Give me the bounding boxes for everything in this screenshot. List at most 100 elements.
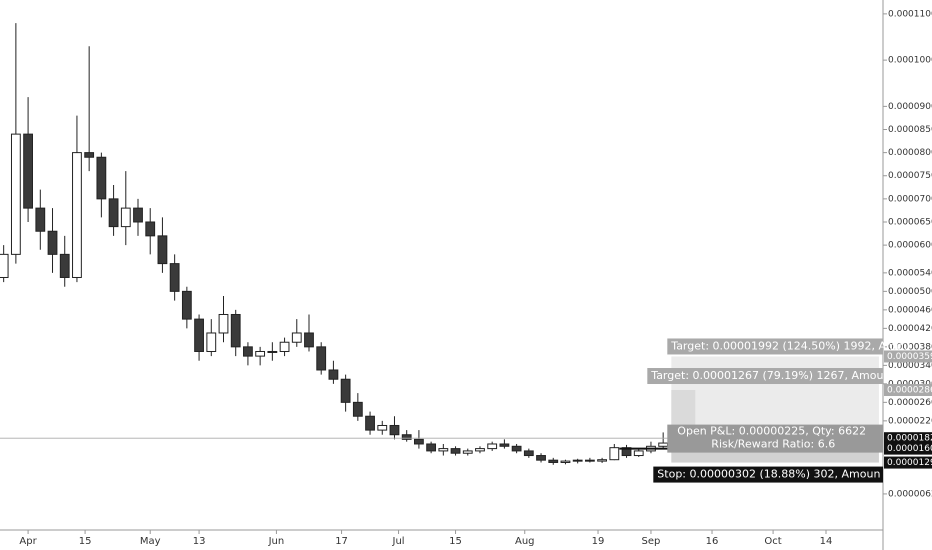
- candle-body: [157, 235, 168, 265]
- x-tick-label: 14: [820, 536, 833, 547]
- candle-body: [475, 448, 485, 452]
- y-tick-label: 0.00010000: [888, 56, 932, 66]
- candle-body: [279, 341, 290, 352]
- y-tick-label: 0.00011000: [888, 9, 932, 19]
- x-tick-label: 15: [449, 536, 462, 547]
- candle-body: [218, 313, 229, 334]
- candle-body: [450, 448, 461, 454]
- candle-body: [120, 207, 131, 228]
- candle-body: [108, 198, 119, 228]
- y-tick-label: 0.00002200: [888, 416, 932, 426]
- price-marker: [884, 442, 932, 455]
- candle-body: [23, 133, 33, 209]
- y-tick-label: 0.00007000: [888, 194, 932, 204]
- candle-body: [414, 438, 424, 445]
- price-marker-label: 0.00001825: [887, 434, 932, 444]
- candle-body: [572, 459, 583, 462]
- price-marker-label: 0.00001600: [887, 444, 932, 454]
- x-tick-label: Apr: [19, 536, 37, 547]
- price-marker-label: 0.00003592: [887, 352, 932, 362]
- y-tick-label: 0.00002600: [888, 398, 932, 408]
- candle-body: [72, 152, 82, 278]
- candle-body: [291, 332, 302, 343]
- y-tick-label: 0.00000620: [888, 489, 932, 499]
- candle-body: [133, 207, 143, 223]
- candle-body: [487, 443, 498, 450]
- candle-body: [523, 450, 534, 457]
- candle-body: [206, 332, 217, 352]
- candle-body: [426, 443, 437, 452]
- candle-body: [462, 450, 473, 454]
- candle-body: [438, 448, 449, 452]
- stop-label-box: [653, 466, 883, 483]
- y-tick-label: 0.00008500: [888, 125, 932, 135]
- candle-body: [340, 378, 351, 403]
- candle-body: [499, 443, 510, 447]
- price-marker: [884, 456, 932, 469]
- candle-body: [609, 447, 620, 461]
- candle-body: [194, 318, 204, 352]
- target-label-box: [667, 338, 883, 355]
- y-tick-label: 0.00009000: [888, 102, 932, 112]
- x-tick-label: 19: [592, 536, 605, 547]
- price-marker-label: 0.00001298: [887, 458, 932, 468]
- candle-body: [145, 221, 156, 237]
- candle-body: [365, 415, 375, 431]
- y-tick-label: 0.00005400: [888, 268, 932, 278]
- candle-body: [304, 332, 314, 348]
- candle-body: [267, 350, 278, 353]
- y-tick-label: 0.00008000: [888, 148, 932, 158]
- target2-label-box: [647, 368, 883, 385]
- y-tick-label: 0.00006000: [888, 241, 932, 251]
- candle-body: [169, 263, 180, 292]
- price-marker: [884, 432, 932, 445]
- x-tick-label: 13: [193, 536, 206, 547]
- x-tick-label: 16: [706, 536, 719, 547]
- candle-body: [84, 152, 95, 158]
- y-tick-label: 0.00006500: [888, 217, 932, 227]
- rr-label: Risk/Reward Ratio: 6.6: [711, 438, 835, 451]
- candle-body: [316, 346, 327, 371]
- stop-label: Stop: 0.00000302 (18.88%) 302, Amoun: [657, 468, 880, 481]
- candle-body: [0, 253, 9, 278]
- y-tick-label: 0.00004600: [888, 305, 932, 315]
- candle-body: [230, 313, 241, 348]
- x-tick-label: 17: [335, 536, 348, 547]
- x-tick-label: Oct: [764, 536, 781, 547]
- candle-body: [389, 424, 400, 436]
- y-tick-label: 0.00007500: [888, 171, 932, 181]
- y-tick-label: 0.00004200: [888, 324, 932, 334]
- price-marker: [884, 350, 932, 363]
- price-marker: [884, 384, 932, 397]
- candle-body: [633, 450, 644, 457]
- candle-body: [536, 455, 546, 461]
- candle-body: [35, 207, 46, 232]
- candle-body: [658, 442, 669, 447]
- candle-body: [548, 459, 559, 463]
- x-tick-label: Sep: [642, 536, 661, 547]
- candle-body: [181, 290, 192, 320]
- candle-body: [352, 401, 363, 417]
- candle-body: [10, 133, 21, 255]
- x-tick-label: Jul: [392, 536, 405, 547]
- candle-body: [597, 459, 608, 462]
- candle-body: [47, 230, 58, 255]
- candle-body: [560, 460, 571, 463]
- target-label: Target: 0.00001992 (124.50%) 1992, Amou: [670, 339, 910, 352]
- candle-body: [584, 459, 595, 462]
- candle-body: [243, 346, 253, 357]
- pnl-label: Open P&L: 0.00000225, Qty: 6622: [677, 425, 866, 438]
- x-tick-label: Jun: [268, 536, 285, 547]
- y-tick-label: 0.00003800: [888, 342, 932, 352]
- pnl-box: [667, 424, 883, 453]
- y-tick-label: 0.00003400: [888, 361, 932, 371]
- candle-body: [511, 445, 522, 452]
- candle-body: [328, 369, 339, 380]
- target2-label: Target: 0.00001267 (79.19%) 1267, Amount…: [650, 369, 898, 382]
- y-tick-label: 0.00005000: [888, 287, 932, 297]
- x-tick-label: 15: [79, 536, 92, 547]
- candle-body: [96, 156, 107, 200]
- x-tick-label: May: [140, 536, 161, 547]
- candle-body: [401, 434, 412, 440]
